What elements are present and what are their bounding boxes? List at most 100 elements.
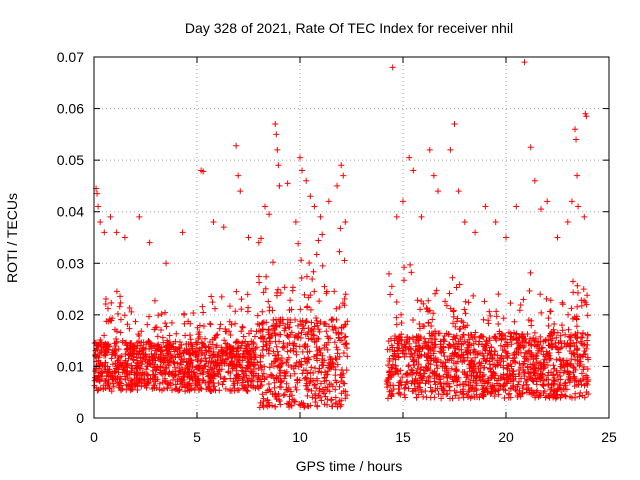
data-point [585, 378, 592, 385]
data-point [143, 366, 150, 373]
x-tick-label: 0 [90, 429, 98, 445]
data-point [516, 307, 523, 314]
data-point [284, 342, 291, 349]
data-point [286, 307, 293, 314]
data-point [444, 390, 451, 397]
data-point [172, 346, 179, 353]
data-point [557, 338, 564, 345]
data-point [524, 330, 531, 337]
data-point [206, 320, 213, 327]
data-point [269, 307, 276, 314]
data-point [187, 360, 194, 367]
data-point [540, 365, 547, 372]
data-point [484, 388, 491, 395]
data-point [450, 313, 457, 320]
data-point [497, 342, 504, 349]
data-point [580, 376, 587, 383]
data-point [284, 387, 291, 394]
data-point [408, 380, 415, 387]
data-point [426, 146, 433, 153]
y-axis-label: ROTI / TECUs [4, 193, 20, 283]
data-point [159, 371, 166, 378]
data-point [510, 377, 517, 384]
data-point [194, 358, 201, 365]
data-point [458, 352, 465, 359]
data-point [297, 334, 304, 341]
data-point [299, 167, 306, 174]
data-point [194, 340, 201, 347]
data-point [207, 387, 214, 394]
data-point [533, 389, 540, 396]
data-point [129, 350, 136, 357]
data-point [126, 325, 133, 332]
data-point [164, 384, 171, 391]
data-point [462, 298, 469, 305]
data-point [259, 391, 266, 398]
data-point [581, 297, 588, 304]
data-point [238, 296, 245, 303]
data-point [419, 375, 426, 382]
data-point [427, 367, 434, 374]
data-point [557, 394, 564, 401]
data-point [414, 365, 421, 372]
data-point [562, 331, 569, 338]
data-point [532, 392, 539, 399]
data-point [428, 356, 435, 363]
data-point [254, 312, 261, 319]
data-point [319, 262, 326, 269]
data-point [170, 359, 177, 366]
data-point [135, 362, 142, 369]
data-point [284, 356, 291, 363]
data-point [212, 387, 219, 394]
data-point [385, 375, 392, 382]
data-point [557, 357, 564, 364]
data-point [416, 380, 423, 387]
data-point [119, 337, 126, 344]
data-point [432, 381, 439, 388]
data-point [580, 363, 587, 370]
data-point [468, 358, 475, 365]
data-point [450, 308, 457, 315]
data-point [157, 326, 164, 333]
data-point [453, 367, 460, 374]
data-point [288, 402, 295, 409]
data-point [237, 188, 244, 195]
data-point [186, 350, 193, 357]
data-point [553, 367, 560, 374]
data-point [539, 344, 546, 351]
data-point [432, 341, 439, 348]
data-point [328, 316, 335, 323]
data-point [304, 370, 311, 377]
data-point [304, 359, 311, 366]
data-point [284, 332, 291, 339]
data-point [520, 334, 527, 341]
data-point [545, 337, 552, 344]
data-point [537, 376, 544, 383]
data-point [208, 293, 215, 300]
data-point [393, 335, 400, 342]
data-point [149, 367, 156, 374]
data-point [467, 382, 474, 389]
data-point [413, 370, 420, 377]
data-point [251, 333, 258, 340]
data-point [304, 303, 311, 310]
data-point [267, 334, 274, 341]
data-point [398, 331, 405, 338]
data-point [475, 365, 482, 372]
data-point [501, 395, 508, 402]
data-point [417, 372, 424, 379]
data-point [421, 340, 428, 347]
data-point [500, 315, 507, 322]
data-point [497, 372, 504, 379]
data-point [306, 259, 313, 266]
data-point [260, 370, 267, 377]
data-point [220, 224, 227, 231]
data-point [561, 380, 568, 387]
data-point [342, 333, 349, 340]
x-tick-label: 20 [498, 429, 514, 445]
data-point [315, 326, 322, 333]
data-point [226, 318, 233, 325]
data-point [211, 305, 218, 312]
data-point [266, 335, 273, 342]
